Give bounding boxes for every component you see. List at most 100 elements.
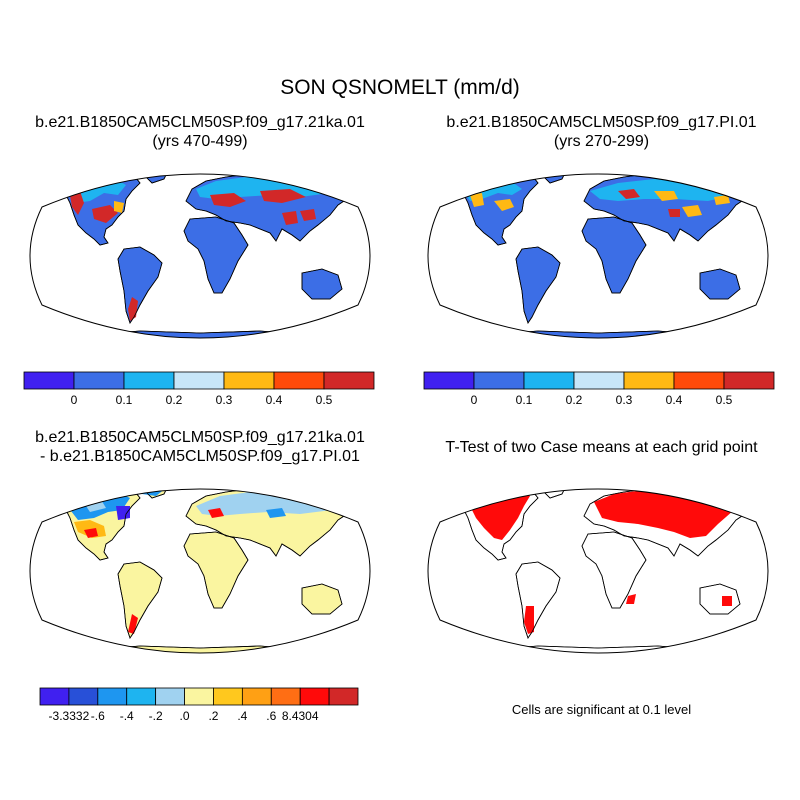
colorbar-swatch [270,687,301,706]
shaded-region [494,199,514,211]
shaded-region [84,528,98,538]
southAmerica-coastline [117,561,163,639]
africa-land [183,531,249,609]
panel-3-title-line2: - b.e21.B1850CAM5CLM50SP.f09_g17.PI.01 [40,448,360,465]
colorbar-label: -.4 [120,709,134,723]
map-boundary [29,488,371,654]
map-boundary [427,173,769,339]
panel-2-title-line2: (yrs 270-299) [553,133,650,150]
africa-coastline [183,531,249,609]
africa-coastline [183,216,249,294]
africa-coastline [581,531,647,609]
colorbar-swatch [623,371,675,390]
colorbar-swatch [673,371,725,390]
panel-3-title-line1: b.e21.B1850CAM5CLM50SP.f09_g17.21ka.01 [35,429,365,446]
significance-note: Cells are significant at 0.1 level [511,702,692,717]
shaded-region [114,201,124,213]
colorbar-swatch [68,687,99,706]
figure-title: SON QSNOMELT (mm/d) [280,76,520,99]
colorbar-label: 0.1 [116,393,133,407]
colorbar-swatch [23,371,75,390]
colorbar-label: .2 [208,709,218,723]
colorbar-swatch [39,687,70,706]
colorbar-swatch [223,371,275,390]
shaded-region [92,205,118,223]
colorbar-swatch [273,371,325,390]
antarctica-coastline [477,645,719,653]
shaded-region [210,193,246,207]
colorbar-label: .0 [180,709,190,723]
colorbar-mean-left: 0 0.1 0.2 0.3 0.4 0.5 [23,371,375,407]
shaded-region [260,189,306,203]
shaded-region [70,191,84,215]
antarctica-land [477,645,719,653]
greenland-land [137,174,171,184]
antarctica-coastline [477,330,719,338]
australia-coastline [301,268,343,300]
southAmerica-coastline [515,246,561,324]
colorbar-swatch [213,687,243,706]
shaded-region [282,211,298,225]
shaded-region [470,193,484,207]
shaded-region [682,205,702,217]
colorbar-label: .4 [237,709,247,723]
antarctica-land [477,330,719,338]
map-panel-2 [427,173,769,339]
antarctica-land [79,330,321,338]
shaded-region [626,594,636,604]
map-boundary [427,488,769,654]
shaded-region [266,508,286,518]
southAmerica-land [117,246,163,324]
shaded-region [128,614,138,634]
colorbar-label: 8.4304 [282,709,319,723]
colorbar-swatch [473,371,525,390]
colorbar-swatch [323,371,375,390]
colorbar-swatch [523,371,575,390]
colorbar-label: .6 [266,709,276,723]
shaded-region [300,209,316,221]
panel-3-title: b.e21.B1850CAM5CLM50SP.f09_g17.21ka.01 -… [10,428,390,466]
colorbar-swatch [573,371,625,390]
africa-land [183,216,249,294]
antarctica-coastline [79,645,321,653]
colorbar-swatch [328,687,359,706]
map-panel-3 [29,488,371,654]
colorbar-label: -3.3332 [49,709,90,723]
colorbar-mean-right: 0 0.1 0.2 0.3 0.4 0.5 [423,371,775,407]
colorbar-label: 0 [471,393,478,407]
colorbar-swatch [184,687,214,706]
colorbar-swatch [423,371,475,390]
map-panel-4 [427,488,769,654]
panel-1-title-line1: b.e21.B1850CAM5CLM50SP.f09_g17.21ka.01 [35,114,365,131]
shaded-region [524,606,534,634]
antarctica-coastline [79,330,321,338]
colorbar-label: 0.4 [266,393,283,407]
colorbar-swatch [126,687,157,706]
shaded-region [654,191,678,201]
colorbar-label: -.2 [149,709,163,723]
southAmerica-land [515,561,561,639]
map-boundary [29,173,371,339]
southAmerica-land [515,246,561,324]
colorbar-label: 0.3 [616,393,633,407]
southAmerica-coastline [515,561,561,639]
shaded-region [722,596,732,606]
antarctica-land [79,645,321,653]
shaded-region [128,297,138,321]
panel-1-title-line2: (yrs 470-499) [152,133,248,150]
shaded-region [668,209,680,217]
australia-coastline [301,583,343,615]
map-panel-1 [29,173,371,339]
colorbar-label: 0.5 [316,393,333,407]
colorbar-label: 0.2 [566,393,583,407]
panel-2-title: b.e21.B1850CAM5CLM50SP.f09_g17.PI.01 (yr… [404,113,799,151]
africa-coastline [581,216,647,294]
colorbar-label: 0.3 [216,393,233,407]
colorbar-swatch [123,371,175,390]
colorbar-label: -.6 [91,709,105,723]
africa-land [581,216,647,294]
colorbar-swatch [723,371,775,390]
australia-coastline [699,268,741,300]
greenland-land [535,489,569,499]
colorbar-label: 0 [71,393,78,407]
